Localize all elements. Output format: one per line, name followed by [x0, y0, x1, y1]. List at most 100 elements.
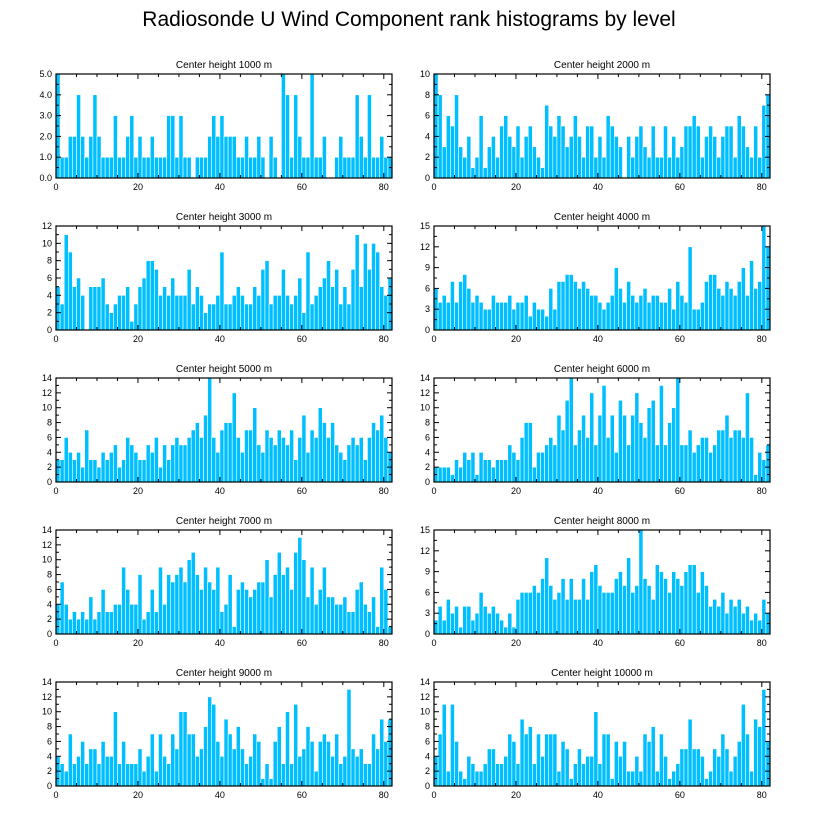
histogram-bar: [354, 755, 360, 787]
histogram-bar: [379, 136, 385, 179]
histogram-bar: [256, 581, 262, 635]
histogram-bar: [589, 571, 595, 635]
histogram-bar: [100, 277, 106, 331]
histogram-bar: [478, 115, 484, 179]
histogram-bar: [577, 599, 582, 635]
histogram-bar: [622, 301, 627, 331]
histogram-bar: [174, 437, 180, 483]
histogram-bar: [207, 136, 213, 179]
histogram-bar: [154, 269, 159, 331]
x-tick-label: 20: [133, 638, 143, 648]
histogram-bar: [495, 763, 500, 787]
histogram-bar: [441, 466, 447, 483]
histogram-bar: [519, 301, 525, 331]
histogram-bar: [568, 778, 574, 787]
histogram-bar: [708, 274, 713, 331]
histogram-bar: [88, 748, 94, 787]
histogram-bar: [573, 763, 578, 787]
histogram-bar: [630, 295, 636, 331]
histogram-bar: [96, 763, 102, 787]
histogram-bar: [190, 551, 196, 635]
histogram-bar: [458, 626, 463, 635]
histogram-bar: [577, 748, 582, 787]
histogram-bar: [745, 146, 750, 179]
histogram-bar: [326, 596, 331, 635]
x-tick-label: 60: [297, 486, 307, 496]
histogram-bar: [687, 125, 693, 179]
y-tick-label: 2: [47, 766, 52, 776]
histogram-bar: [491, 605, 496, 635]
histogram-bar: [568, 377, 574, 483]
histogram-bar: [536, 308, 541, 331]
histogram-bar: [716, 156, 722, 179]
histogram-bar: [346, 444, 352, 483]
histogram-bar: [675, 377, 681, 483]
x-tick-label: 40: [593, 182, 603, 192]
histogram-bar: [523, 592, 529, 635]
histogram-bar: [350, 748, 356, 787]
histogram-bar: [548, 585, 554, 635]
y-tick-label: 12: [42, 221, 52, 231]
histogram-bar: [605, 301, 611, 331]
histogram-bar: [700, 755, 705, 787]
histogram-bar: [560, 281, 566, 331]
histogram-bar: [597, 585, 603, 635]
histogram-bar: [248, 429, 253, 483]
histogram-bar: [523, 422, 529, 483]
histogram-bar: [166, 574, 172, 635]
histogram-bar: [437, 605, 443, 635]
y-tick-label: 6: [425, 111, 430, 121]
histogram-bar: [203, 726, 208, 787]
histogram-bar: [125, 136, 131, 179]
histogram-bar: [154, 611, 159, 635]
histogram-bar: [211, 303, 217, 331]
y-tick-label: 2: [47, 462, 52, 472]
histogram-bar: [199, 156, 204, 179]
histogram-bar: [72, 611, 77, 635]
panel-title: Center height 5000 m: [176, 364, 272, 375]
histogram-bar: [166, 295, 172, 331]
y-tick-label: 4: [47, 290, 52, 300]
histogram-bar: [511, 741, 517, 787]
histogram-bar: [113, 711, 118, 787]
histogram-bar: [149, 589, 155, 635]
y-tick-label: 10: [42, 238, 52, 248]
histogram-bar: [548, 125, 554, 179]
histogram-bar: [601, 156, 607, 179]
histogram-bar: [495, 612, 500, 635]
histogram-bar: [597, 301, 603, 331]
histogram-bar: [540, 308, 545, 331]
histogram-bar: [129, 115, 135, 179]
histogram-bar: [634, 301, 640, 331]
histogram-bar: [630, 414, 636, 483]
histogram-bar: [223, 718, 229, 787]
histogram-bar: [618, 288, 623, 331]
histogram-bar: [215, 741, 221, 787]
histogram-bar: [133, 303, 139, 331]
x-tick-label: 0: [53, 790, 58, 800]
histogram-bar: [260, 778, 266, 787]
histogram-bar: [732, 429, 738, 483]
y-tick-label: 2: [425, 152, 430, 162]
histogram-bar: [149, 260, 155, 331]
histogram-bar: [244, 763, 249, 787]
histogram-bar: [650, 295, 656, 331]
histogram-bar: [223, 422, 229, 483]
histogram-bar: [691, 308, 697, 331]
histogram-bar: [371, 156, 376, 179]
histogram-bar: [458, 281, 463, 331]
histogram-bar: [741, 703, 746, 787]
histogram-bar: [695, 125, 701, 179]
y-tick-label: 5.0: [39, 69, 52, 79]
histogram-bar: [276, 429, 282, 483]
histogram-bar: [285, 295, 290, 331]
y-tick-label: 10: [42, 707, 52, 717]
histogram-bar: [597, 763, 603, 787]
histogram-bar: [145, 611, 151, 635]
histogram-bar: [141, 459, 147, 483]
histogram-bar: [691, 451, 697, 483]
histogram-bar: [466, 755, 472, 787]
histogram-bar: [178, 444, 184, 483]
y-tick-label: 2: [425, 766, 430, 776]
histogram-bar: [671, 136, 677, 179]
